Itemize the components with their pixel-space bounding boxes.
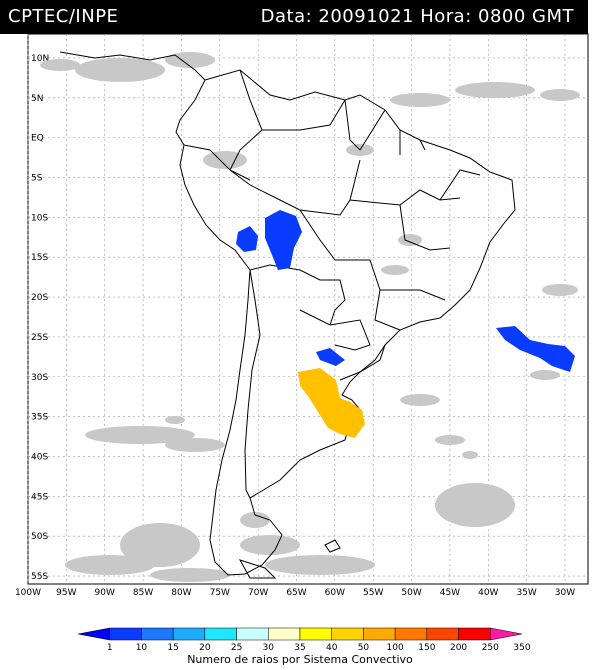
border-chile-argentina (244, 269, 261, 499)
agency-label: CPTEC/INPE (8, 6, 119, 27)
colorbar-label: 150 (418, 643, 435, 653)
border-uruguay (339, 344, 386, 381)
colorbar-label: 1 (107, 643, 113, 653)
colorbar-label: 35 (294, 643, 305, 653)
map-grid: 10N 5N EQ 5S 10S 15S 20S 25S 30S 35S 40S 45S 50S 55S 1… (15, 34, 588, 598)
lon-tick-label: 40W (478, 588, 498, 598)
lon-tick-label: 100W (15, 588, 41, 598)
convective-systems (236, 210, 575, 438)
lon-tick-label: 50W (401, 588, 421, 598)
colorbar-swatch (331, 627, 364, 641)
lat-tick-label: 20S (31, 293, 48, 303)
border-paraguay (299, 309, 371, 351)
falklands (324, 539, 341, 553)
colorbar-swatch (268, 627, 301, 641)
colorbar-swatch (426, 627, 459, 641)
lon-tick-label: 65W (286, 588, 306, 598)
lat-tick-label: 30S (31, 373, 48, 383)
lat-tick-label: 5S (31, 173, 43, 183)
lon-tick-label: 55W (363, 588, 383, 598)
lon-tick-label: 45W (440, 588, 460, 598)
country-borders (59, 51, 516, 579)
convective-system-3 (316, 348, 345, 366)
border-brazil-north (262, 99, 346, 131)
colorbar-label: 50 (358, 643, 370, 653)
lat-tick-label: 45S (31, 492, 48, 502)
lon-tick-label: 80W (171, 588, 191, 598)
legend-caption: Numero de raios por Sistema Convectivo (187, 653, 413, 666)
lon-tick-label: 90W (95, 588, 115, 598)
lightning-colorbar: 1 10 15 20 25 30 35 40 50 100 150 200 250 350 (77, 627, 531, 653)
colorbar-label: 30 (263, 643, 275, 653)
lat-tick-label: 50S (31, 532, 48, 542)
title-bar: CPTEC/INPE Data: 20091021 Hora: 0800 GMT (0, 0, 588, 34)
colorbar-swatch (204, 627, 237, 641)
colorbar-label: 25 (231, 643, 242, 653)
colorbar-swatch (458, 627, 491, 641)
tierra-del-fuego (238, 559, 277, 579)
colorbar-label: 100 (387, 643, 404, 653)
lat-tick-label: 25S (31, 333, 48, 343)
colorbar-swatch (141, 627, 174, 641)
central-america-coastline (59, 51, 206, 81)
border-brazil-states-5 (299, 159, 361, 216)
border-ecuador-peru (183, 144, 251, 181)
border-peru-brazil (229, 169, 336, 261)
lon-tick-label: 60W (325, 588, 345, 598)
border-guianas (344, 99, 426, 155)
cloud-cover (40, 52, 580, 582)
colorbar-swatch (363, 627, 396, 641)
colorbar-label: 350 (513, 643, 530, 653)
lon-tick-label: 35W (516, 588, 536, 598)
lat-tick-label: 35S (31, 413, 48, 423)
colorbar-label: 15 (167, 643, 178, 653)
lon-tick-label: 85W (133, 588, 153, 598)
colorbar-swatch (394, 627, 428, 641)
colorbar-swatch (172, 627, 206, 641)
lat-tick-label: 10S (31, 213, 48, 223)
lat-tick-label: 5N (31, 94, 43, 104)
convective-system-2 (236, 226, 258, 252)
lat-tick-label: EQ (31, 134, 44, 144)
border-brazil-states-4 (374, 289, 401, 331)
convective-system-1 (265, 210, 302, 270)
colorbar-swatch (490, 627, 523, 641)
border-brazil-states-2 (399, 204, 451, 251)
lat-tick-label: 10N (31, 54, 49, 64)
lon-tick-label: 75W (210, 588, 230, 598)
lon-tick-label: 30W (555, 588, 575, 598)
convective-system-5 (298, 368, 365, 438)
border-brazil-states-1 (349, 189, 461, 206)
datetime-label: Data: 20091021 Hora: 0800 GMT (260, 6, 574, 27)
colorbar-swatch (77, 627, 110, 641)
colorbar-label: 250 (482, 643, 499, 653)
convective-system-4 (496, 326, 575, 372)
colorbar-label: 10 (136, 643, 148, 653)
colorbar-swatch (236, 627, 269, 641)
border-bolivia (249, 264, 346, 326)
colorbar-label: 20 (199, 643, 211, 653)
lat-tick-label: 15S (31, 253, 48, 263)
lon-tick-label: 95W (56, 588, 76, 598)
colorbar-label: 200 (450, 643, 467, 653)
colorbar-swatch (299, 627, 332, 641)
colorbar-swatch (109, 627, 142, 641)
colorbar-label: 40 (326, 643, 338, 653)
lat-tick-label: 55S (31, 572, 48, 582)
lon-tick-label: 70W (248, 588, 268, 598)
lat-tick-label: 40S (31, 452, 48, 462)
border-brazil-states-6 (439, 169, 481, 201)
